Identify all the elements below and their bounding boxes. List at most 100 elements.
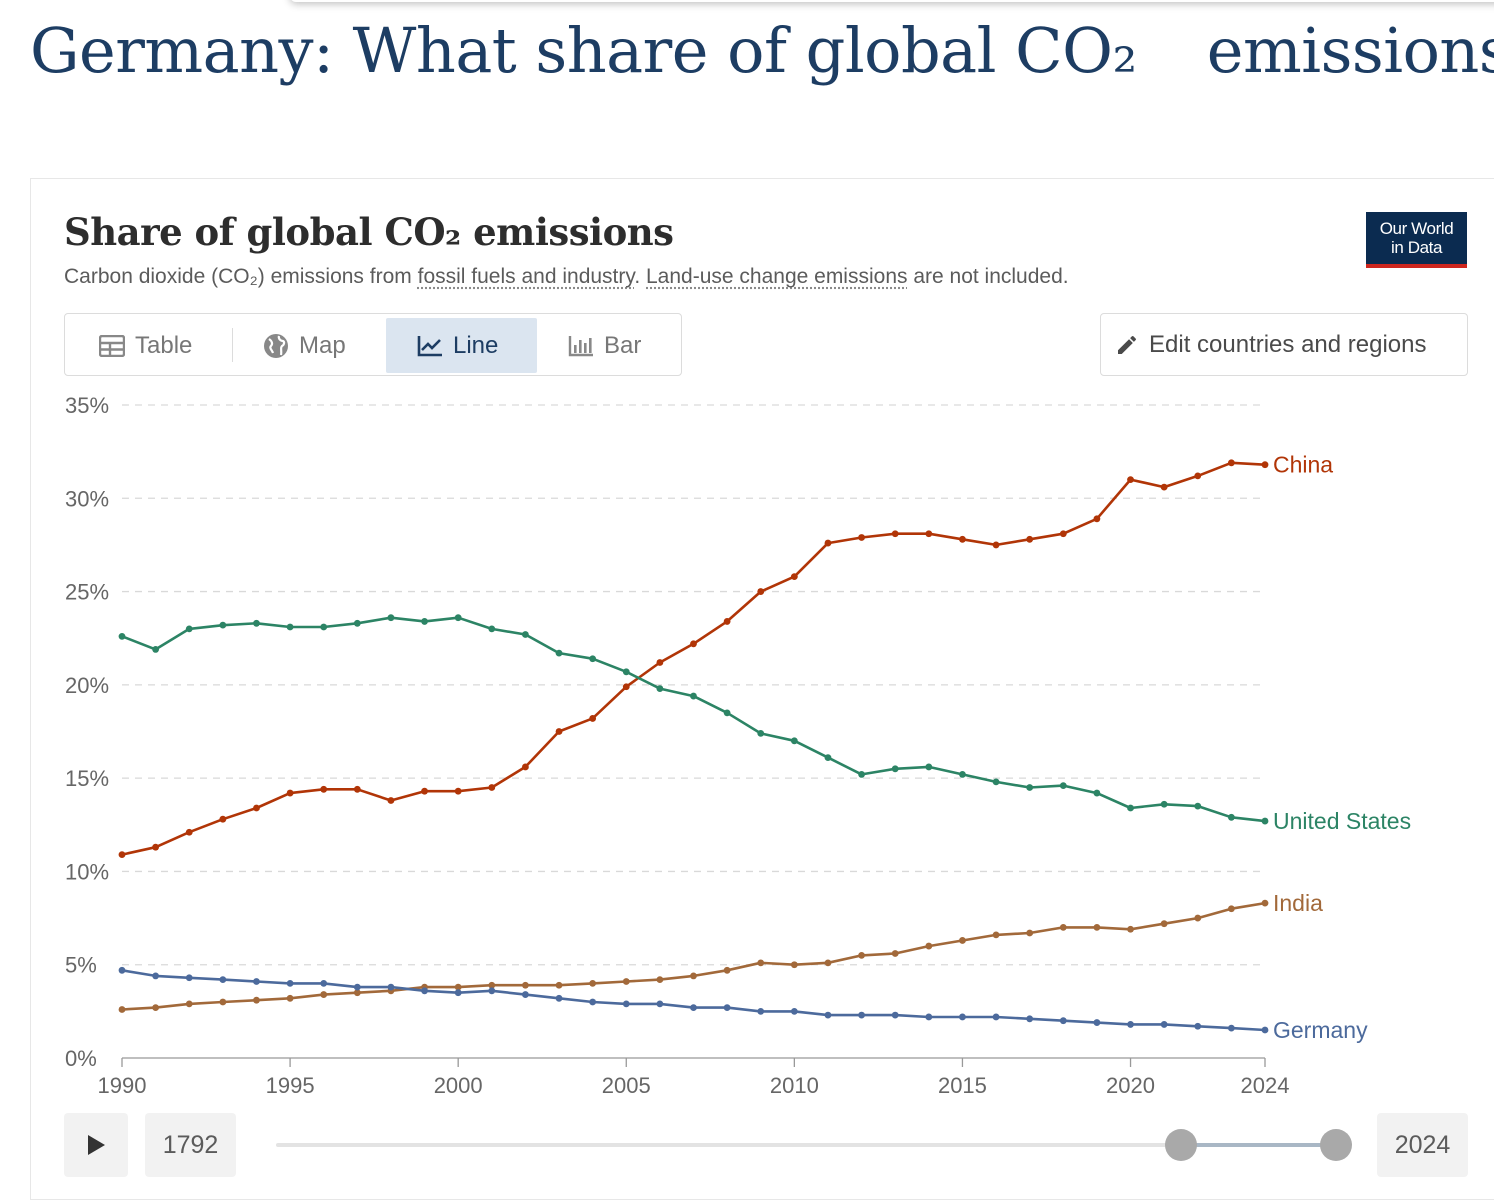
data-point-india bbox=[992, 931, 1000, 939]
data-point-india bbox=[1261, 899, 1269, 907]
data-point-china bbox=[757, 588, 765, 595]
logo-line-1: Our World bbox=[1379, 219, 1454, 238]
series-line-china bbox=[121, 461, 1266, 856]
data-point-china bbox=[1127, 476, 1134, 484]
x-tick-label: 2015 bbox=[938, 1073, 987, 1098]
data-point-china bbox=[118, 851, 126, 859]
data-point-china bbox=[1093, 515, 1101, 523]
edit-countries-label: Edit countries and regions bbox=[1149, 330, 1427, 358]
timeline-start-handle[interactable] bbox=[1165, 1129, 1197, 1161]
page-title-part2: emissions bbox=[1206, 14, 1494, 87]
data-point-china bbox=[555, 728, 563, 735]
series-label-united-states: United States bbox=[1273, 808, 1411, 834]
data-point-united-states bbox=[959, 771, 966, 778]
tab-map-label: Map bbox=[299, 331, 346, 359]
data-point-united-states bbox=[790, 737, 798, 745]
play-button[interactable] bbox=[64, 1113, 128, 1177]
data-point-germany bbox=[253, 978, 260, 985]
tab-table[interactable]: Table bbox=[99, 318, 239, 373]
edit-countries-button[interactable]: Edit countries and regions bbox=[1100, 313, 1468, 376]
data-point-india bbox=[1093, 924, 1101, 931]
data-point-india bbox=[219, 998, 227, 1006]
data-point-united-states bbox=[454, 614, 462, 622]
data-point-india bbox=[824, 959, 832, 967]
data-point-united-states bbox=[1261, 817, 1269, 825]
y-tick-label: 35% bbox=[65, 393, 109, 418]
data-point-united-states bbox=[656, 685, 664, 692]
data-point-germany bbox=[723, 1004, 731, 1012]
data-point-germany bbox=[824, 1011, 832, 1019]
x-tick-label: 2000 bbox=[434, 1073, 483, 1098]
tab-map[interactable]: Map bbox=[263, 318, 383, 373]
timeline-start-year[interactable]: 1792 bbox=[145, 1113, 236, 1177]
tab-bar[interactable]: Bar bbox=[568, 318, 668, 373]
data-point-china bbox=[891, 530, 899, 538]
y-tick-label: 25% bbox=[65, 580, 109, 605]
data-point-china bbox=[454, 787, 462, 795]
data-point-germany bbox=[858, 1011, 865, 1019]
data-point-china bbox=[992, 541, 1000, 549]
data-point-united-states bbox=[320, 623, 328, 631]
tab-line[interactable]: Line bbox=[386, 318, 537, 373]
data-point-china bbox=[1227, 459, 1235, 467]
data-point-india bbox=[1059, 924, 1067, 931]
data-point-india bbox=[185, 1000, 193, 1008]
bar-chart-icon bbox=[568, 335, 593, 356]
timeline-end-year[interactable]: 2024 bbox=[1377, 1113, 1468, 1177]
data-point-united-states bbox=[858, 771, 865, 778]
data-point-india bbox=[353, 989, 361, 997]
tab-line-label: Line bbox=[453, 331, 499, 359]
owid-logo[interactable]: Our World in Data bbox=[1366, 212, 1467, 268]
data-point-china bbox=[185, 828, 193, 836]
data-point-germany bbox=[1093, 1019, 1101, 1026]
data-point-united-states bbox=[555, 649, 563, 657]
chart-title: Share of global CO₂ emissions bbox=[64, 210, 674, 254]
data-point-united-states bbox=[387, 614, 395, 622]
data-point-india bbox=[1160, 920, 1168, 928]
data-point-united-states bbox=[824, 754, 832, 762]
data-point-united-states bbox=[1127, 804, 1134, 812]
land-use-link[interactable]: Land-use change emissions bbox=[646, 265, 908, 288]
data-point-china bbox=[522, 763, 529, 771]
chart-subtitle: Carbon dioxide (CO₂) emissions from foss… bbox=[64, 265, 1069, 289]
data-point-india bbox=[286, 994, 294, 1002]
data-point-united-states bbox=[891, 765, 899, 773]
data-point-united-states bbox=[421, 618, 428, 625]
data-point-united-states bbox=[219, 621, 227, 629]
data-point-china bbox=[1160, 483, 1168, 491]
data-point-germany bbox=[622, 1000, 630, 1008]
data-point-united-states bbox=[253, 619, 260, 627]
data-point-china bbox=[622, 683, 630, 691]
x-tick-label: 2010 bbox=[770, 1073, 819, 1098]
data-point-united-states bbox=[622, 668, 630, 676]
y-tick-label: 30% bbox=[65, 486, 109, 511]
data-point-united-states bbox=[1059, 782, 1067, 790]
subtitle-text-1: Carbon dioxide (CO₂) emissions from bbox=[64, 265, 418, 288]
data-point-china bbox=[353, 785, 361, 793]
data-point-united-states bbox=[1194, 802, 1202, 810]
data-point-germany bbox=[185, 974, 193, 982]
series-label-china: China bbox=[1273, 452, 1333, 478]
data-point-germany bbox=[589, 998, 597, 1006]
fossil-fuels-link[interactable]: fossil fuels and industry bbox=[417, 265, 635, 288]
data-point-china bbox=[488, 784, 496, 791]
x-tick-label: 1995 bbox=[266, 1073, 315, 1098]
data-point-china bbox=[858, 534, 865, 541]
data-point-germany bbox=[219, 976, 227, 984]
data-point-germany bbox=[320, 979, 328, 987]
timeline-selected-range bbox=[1181, 1143, 1336, 1147]
data-point-india bbox=[1026, 929, 1034, 937]
data-point-india bbox=[622, 978, 630, 985]
data-point-united-states bbox=[925, 763, 933, 771]
timeline-track[interactable] bbox=[276, 1143, 1336, 1147]
y-tick-label: 5% bbox=[65, 953, 97, 978]
data-point-united-states bbox=[1093, 789, 1101, 797]
data-point-germany bbox=[925, 1013, 933, 1021]
data-point-china bbox=[925, 530, 933, 538]
data-point-china bbox=[723, 618, 731, 625]
data-point-india bbox=[790, 961, 798, 969]
data-point-india bbox=[925, 942, 933, 950]
data-point-china bbox=[959, 535, 966, 543]
timeline-end-handle[interactable] bbox=[1320, 1129, 1352, 1161]
